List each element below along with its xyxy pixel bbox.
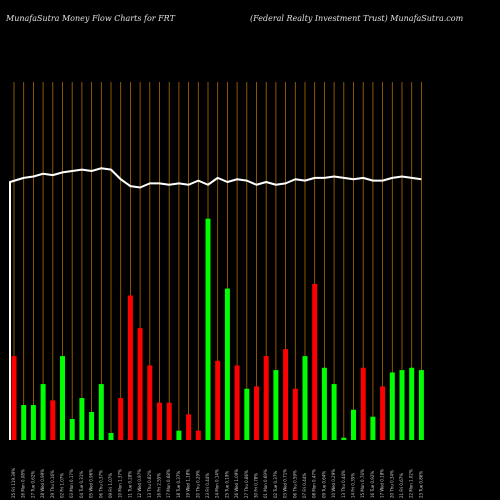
flow-bar [127,295,133,440]
flow-bar [137,328,143,440]
x-tick-label: 05 Wed 0.96% [89,469,94,498]
x-tick-label: 16 Fri 2.55% [157,473,162,498]
flow-bar [321,367,327,440]
x-tick-label: 30 Fri 0.78% [254,473,259,498]
x-tick-label: 14 Fri 0.35% [351,473,356,498]
x-tick-label: 25 Fri 119.39% [11,468,16,498]
x-tick-label: 11 Tue 0.28% [127,471,132,498]
x-tick-label: 13 Thu 0.82% [147,470,152,498]
flow-bar [157,402,162,440]
x-tick-label: 26 Wed 1.09% [234,469,239,498]
x-tick-label: 02 Fri 1.07% [60,473,65,498]
x-tick-label: 19 Wed 1.18% [186,469,191,498]
x-tick-label: 27 Tue 0.62% [30,471,35,498]
x-tick-label: 09 Tue 0.64% [321,471,326,498]
x-tick-label: 17 Wed 0.18% [380,469,385,498]
x-tick-label: 24 Mon 0.14% [215,469,220,498]
flow-bar [215,360,221,440]
flow-bar [360,367,366,440]
flow-bar [351,409,356,440]
x-tick-label: 12 Wed 0.97% [137,469,142,498]
flow-bar [40,384,46,440]
flow-bar [273,370,279,440]
x-tick-label: 23 Tue 0.86% [418,471,423,498]
x-tick-label: 28 Wed 0.99% [40,469,45,498]
flow-bar [283,349,289,440]
chart-title-left: MunafaSutra Money Flow Charts for FRT [6,14,175,23]
flow-bar [244,388,250,440]
chart-title-right: (Federal Realty Investment Trust) Munafa… [250,14,464,23]
x-tick-label: 13 Thu 0.44% [341,470,346,498]
flow-bar [292,388,298,440]
flow-bar [69,419,75,440]
x-tick-label: 06 Thu 0.37% [98,470,103,498]
flow-bar [108,433,114,440]
price-line [9,167,422,440]
flow-bar [312,283,318,440]
x-tick-label: 15 Mon 0.74% [360,469,365,498]
flow-bar [11,356,17,440]
x-tick-label: 18 Tue 0.37% [176,471,181,498]
x-tick-label: 07 Fri 0.44% [302,473,307,498]
flow-bar [186,414,192,440]
flow-bar [176,430,182,440]
x-tick-label: 22 Mon 1.02% [409,469,414,498]
flow-bar [234,365,240,440]
x-tick-label: 17 Mon 0.68% [166,469,171,498]
flow-bar [254,386,259,440]
x-tick-label: 06 Thu 0.59% [292,470,297,498]
x-tick-label: 16 Tue 0.92% [370,471,375,498]
flow-bar [98,384,104,440]
flow-bar [380,386,386,440]
flow-bar [89,412,95,440]
flow-bar [302,356,308,440]
flow-bar [418,370,424,440]
flow-bar [118,398,124,440]
x-tick-label: 21 Fri 0.67% [399,473,404,498]
x-tick-label: 29 Thu 0.16% [50,470,55,498]
flow-bar [50,400,56,440]
flow-bar [21,405,27,440]
x-tick-label: 03 Wed 0.71% [283,469,288,498]
x-tick-label: 01 Mon 0.69% [263,469,268,498]
x-tick-label: 27 Thu 0.86% [244,470,249,498]
x-tick-label: 10 Wed 0.29% [331,469,336,498]
x-tick-label: 23 Fri 0.44% [205,473,210,498]
flow-bar [370,416,376,440]
x-tick-label: 03 Mon 0.17% [69,469,74,498]
x-tick-label: 09 Fri 1.07% [108,473,113,498]
x-tick-label: 26 Mon 0.08% [21,469,26,498]
flow-bar [389,372,395,440]
x-tick-label: 08 Mon 0.47% [312,469,317,498]
x-tick-label: 20 Thu 0.29% [195,470,200,498]
flow-bar [30,405,36,440]
flow-bar [205,218,211,440]
x-tick-label: 02 Tue 0.37% [273,471,278,498]
flow-bar [60,356,65,440]
x-tick-label: 10 Mon 1.37% [118,469,123,498]
flow-bar [331,384,337,440]
flow-bar [399,370,405,440]
flow-bar [224,288,230,440]
x-tick-label: 20 Thu 0.34% [389,470,394,498]
flow-bar [409,367,415,440]
x-tick-label: 25 Tue 0.19% [224,471,229,498]
flow-bar [147,365,153,440]
flow-bar [341,437,347,440]
flow-bar [166,402,172,440]
x-tick-label: 04 Tue 0.31% [79,471,84,498]
flow-bar [195,430,201,440]
flow-bar [79,398,85,440]
flow-bar [263,356,269,440]
